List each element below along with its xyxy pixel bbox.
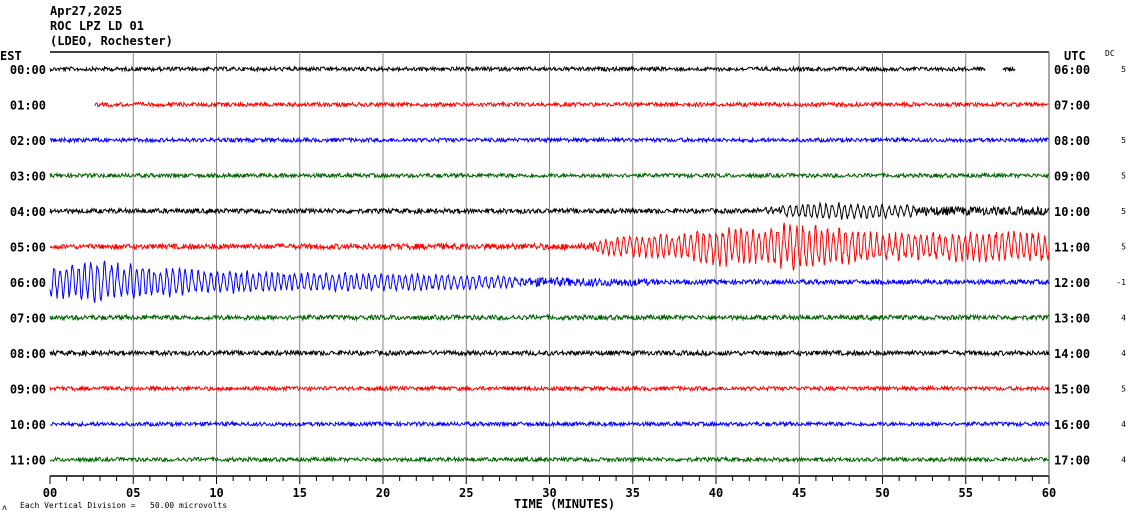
est-label: 08:00 [10,347,46,361]
est-label: 06:00 [10,276,46,290]
utc-label: 14:00 [1054,347,1090,361]
trace-0300 [49,171,1050,180]
dc-value: 4 [1121,456,1126,465]
dc-value: 4 [1121,349,1126,358]
x-tick-label: 35 [626,486,640,500]
dc-value: 5 [1121,243,1126,252]
utc-label: 16:00 [1054,418,1090,432]
utc-label: 06:00 [1054,63,1090,77]
x-tick-label: 25 [459,486,473,500]
x-tick-label: 55 [959,486,973,500]
trace-0900 [49,384,1050,393]
trace-0200 [49,136,1049,144]
trace-1000 [49,420,1050,428]
x-tick-label: 45 [792,486,806,500]
trace-0800 [49,348,1050,358]
dc-value: 5 [1121,207,1126,216]
dc-value: 5 [1121,65,1126,74]
utc-label: 12:00 [1054,276,1090,290]
x-tick-label: 05 [126,486,140,500]
x-tick-label: 10 [209,486,223,500]
x-axis-title: TIME (MINUTES) [514,497,615,511]
est-label: 00:00 [10,63,46,77]
x-tick-label: 15 [293,486,307,500]
est-label: 01:00 [10,99,46,113]
utc-label: 15:00 [1054,383,1090,397]
date-label: Apr27,2025 [50,4,123,18]
est-label: 04:00 [10,205,46,219]
est-label: 03:00 [10,170,46,184]
utc-axis-label: UTC [1064,49,1086,63]
station-label: ROC LPZ LD 01 [50,19,144,33]
dc-value: 5 [1121,136,1126,145]
x-tick-label: 40 [709,486,723,500]
trace-0500 [49,222,1050,271]
x-tick-label: 00 [43,486,57,500]
x-tick-label: 30 [542,486,556,500]
dc-value: 4 [1121,420,1126,429]
est-label: 07:00 [10,312,46,326]
trace-0100 [94,100,1049,109]
dc-value: -1 [1116,278,1126,287]
utc-label: 08:00 [1054,134,1090,148]
est-label: 02:00 [10,134,46,148]
trace-0400 [49,201,1050,220]
corner-mark: ʌ [2,503,7,512]
est-axis-label: EST [0,49,22,63]
utc-label: 17:00 [1054,454,1090,468]
est-label: 11:00 [10,454,46,468]
dc-value: 5 [1121,172,1126,181]
est-label: 09:00 [10,383,46,397]
x-tick-label: 20 [376,486,390,500]
utc-label: 10:00 [1054,205,1090,219]
trace-0600 [49,260,1050,303]
dc-value: 5 [1121,385,1126,394]
utc-label: 13:00 [1054,312,1090,326]
est-label: 10:00 [10,418,46,432]
dc-value: 4 [1121,314,1126,323]
x-tick-label: 60 [1042,486,1056,500]
x-tick-label: 50 [875,486,889,500]
trace-0700 [49,313,1050,322]
network-label: (LDEO, Rochester) [50,34,173,48]
trace-1100 [49,455,1050,464]
utc-label: 07:00 [1054,99,1090,113]
utc-label: 11:00 [1054,241,1090,255]
trace-0000 [49,65,1016,73]
scale-note: Each Vertical Division = 50.00 microvolt… [20,501,227,510]
dc-header-label: DC [1105,49,1115,58]
utc-label: 09:00 [1054,170,1090,184]
est-label: 05:00 [10,241,46,255]
